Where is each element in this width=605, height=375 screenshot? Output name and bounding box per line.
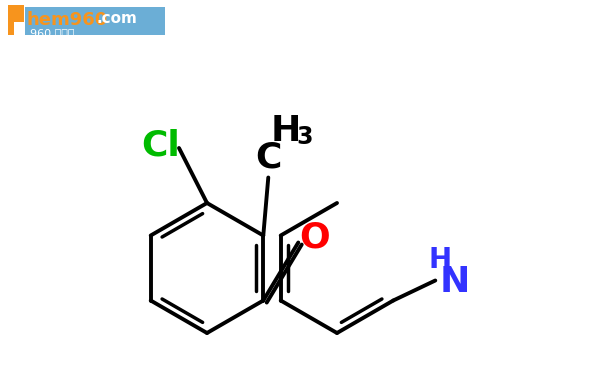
Text: N: N bbox=[440, 266, 471, 300]
Text: H: H bbox=[271, 114, 301, 148]
Text: Cl: Cl bbox=[142, 129, 180, 163]
Text: C: C bbox=[255, 141, 281, 174]
Text: hem960: hem960 bbox=[27, 11, 108, 29]
Text: 960 化工网: 960 化工网 bbox=[30, 28, 74, 38]
FancyBboxPatch shape bbox=[25, 7, 165, 35]
Polygon shape bbox=[8, 5, 24, 35]
Text: O: O bbox=[299, 220, 330, 255]
Text: H: H bbox=[429, 246, 452, 274]
Text: 3: 3 bbox=[296, 126, 313, 150]
Text: .com: .com bbox=[97, 11, 138, 26]
